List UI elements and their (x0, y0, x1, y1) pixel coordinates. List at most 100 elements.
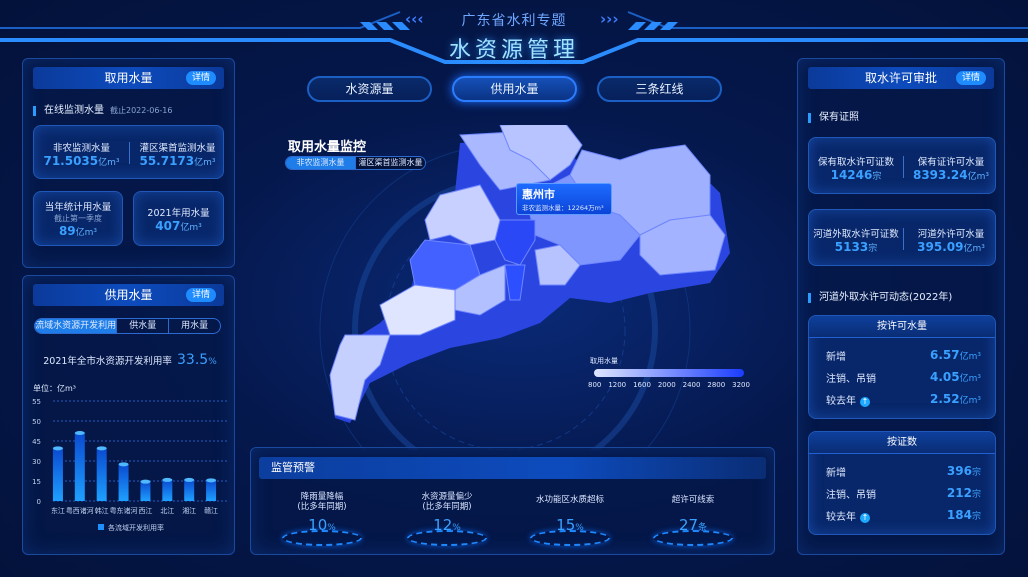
warning-item[interactable]: 降雨量降幅 (比多年同期) 10% (262, 492, 382, 546)
legend-tick: 2400 (682, 381, 701, 389)
bar[interactable] (206, 480, 217, 501)
water-intake-panel: 取用水量 详情 在线监测水量 截止2022-06-16 非农监测水量 71.5035亿… (22, 58, 235, 268)
map-region-zhanjiang (329, 334, 391, 421)
stat-label: 保有证许可水量 (917, 157, 985, 168)
as-of-date: 截止2022-06-16 (110, 106, 173, 115)
header-subtitle: 广东省水利专题 (461, 13, 567, 29)
warning-unit: % (327, 523, 336, 533)
stat-label: 2021年用水量 (147, 208, 210, 219)
bar[interactable] (118, 464, 129, 501)
row-label: 注销、吊销 (826, 373, 876, 385)
nav-supply-use[interactable]: 供用水量 (452, 76, 577, 102)
warning-value: 15 (556, 516, 576, 534)
bar[interactable] (52, 448, 63, 501)
bar[interactable] (140, 481, 151, 501)
warning-value: 27 (678, 516, 699, 534)
warning-title: 监管预警 (259, 457, 766, 479)
legend-label[interactable]: 各流域开发利用率 (108, 523, 164, 532)
nav-three-red-lines[interactable]: 三条红线 (597, 76, 722, 102)
tooltip-value: 非农监测水量：12264万m³ (522, 204, 604, 212)
x-tick-label: 粤西诸河 (66, 506, 94, 515)
divider (129, 142, 130, 164)
stat-unit: 亿m³ (963, 244, 985, 254)
warning-unit: % (575, 523, 584, 533)
bar[interactable] (162, 479, 173, 501)
legend-tick: 2800 (707, 381, 726, 389)
stat-row: 新增 6.57亿m³ (826, 344, 981, 366)
annual-stat-card: 当年统计用水量 截止第一季度 89亿m³ (33, 191, 123, 246)
map-title: 取用水量监控 (288, 140, 367, 155)
row-value: 6.57 (930, 348, 960, 362)
row-label: 注销、吊销 (826, 489, 876, 501)
row-unit: 宗 (971, 512, 981, 522)
legend-tick: 1600 (633, 381, 651, 389)
warning-item[interactable]: 水资源量偏少 (比多年同期) 12% (387, 492, 507, 546)
bar-cap (162, 477, 173, 482)
ring-decoration (282, 530, 362, 546)
warning-sublabel: (比多年同期) (422, 502, 472, 512)
row-label: 新增 (826, 467, 846, 479)
row-value: 212 (946, 486, 972, 500)
bar-cap (184, 477, 195, 482)
row-unit: 宗 (971, 468, 981, 478)
panel-title: 取用水量 (104, 71, 153, 85)
tab-irrigation[interactable]: 灌区渠首监测水量 (355, 157, 425, 169)
panel-header: 供用水量 详情 (33, 284, 224, 306)
map-legend-ticks: 800 1200 1600 2000 2400 2800 3200 (588, 381, 750, 389)
bar[interactable] (96, 448, 107, 501)
divider (903, 156, 904, 178)
stat-value: 8393.24 (912, 168, 968, 182)
guangdong-map[interactable] (320, 125, 760, 435)
row-unit: 亿m³ (959, 352, 981, 362)
y-tick-label: 15 (32, 478, 41, 486)
tab-water-use[interactable]: 用水量 (168, 319, 220, 333)
warning-sublabel: (比多年同期) (297, 502, 347, 512)
supply-use-panel: 供用水量 详情 流域水资源开发利用 供水量 用水量 2021年全市水资源开发利用率… (22, 275, 235, 555)
detail-button[interactable]: 详情 (955, 71, 986, 85)
stat-value: 407 (155, 219, 181, 233)
bar[interactable] (184, 479, 195, 501)
legend-tick: 3200 (732, 381, 750, 389)
y-tick-label: 30 (32, 458, 41, 466)
warning-item[interactable]: 水功能区水质超标 15% (510, 492, 630, 546)
x-tick-label: 东江 (51, 506, 65, 515)
rate-label: 2021年全市水资源开发利用率 (43, 356, 172, 367)
detail-button[interactable]: 详情 (185, 288, 216, 302)
tab-basin-utilization[interactable]: 流域水资源开发利用 (35, 319, 117, 333)
arrow-up-icon: ↑ (860, 396, 870, 407)
stat-label: 当年统计用水量 (44, 202, 112, 213)
chevron-left-icon: ‹‹‹ (405, 10, 424, 28)
section-label: 在线监测水量 (44, 105, 104, 116)
stat-value: 395.09 (917, 240, 964, 254)
monitoring-card: 非农监测水量 71.5035亿m³ 灌区渠首监测水量 55.7173亿m³ (33, 125, 224, 179)
warning-label: 水资源量偏少 (421, 492, 473, 502)
map-region-shaoguan (499, 125, 583, 181)
chevron-right-icon: ››› (600, 10, 619, 28)
row-label: 较去年 (826, 511, 856, 523)
panel-header: 取用水量 详情 (33, 67, 224, 89)
warning-label: 水功能区水质超标 (535, 495, 604, 505)
detail-button[interactable]: 详情 (185, 71, 216, 85)
section-online-monitoring: 在线监测水量 截止2022-06-16 (33, 106, 173, 116)
row-value: 396 (946, 464, 972, 478)
tab-non-agri[interactable]: 非农监测水量 (286, 157, 355, 169)
card-title: 按许可水量 (809, 316, 995, 338)
x-tick-label: 赣江 (204, 506, 218, 515)
by-volume-card: 按许可水量 新增 6.57亿m³ 注销、吊销 4.05亿m³ 较去年 ↑ 2.52亿m³ (808, 315, 996, 419)
map-legend-title: 取用水量 (590, 357, 618, 365)
bar[interactable] (74, 433, 85, 501)
nav-water-resources[interactable]: 水资源量 (307, 76, 432, 102)
row-label: 新增 (826, 351, 846, 363)
bar-cap (140, 479, 151, 484)
permit-approval-panel: 取水许可审批 详情 保有证照 保有取水许可证数 14246宗 保有证许可水量 8393… (797, 58, 1005, 555)
row-value: 4.05 (930, 370, 960, 384)
utilization-rate: 2021年全市水资源开发利用率 33.5% (35, 349, 225, 368)
rate-unit: % (208, 357, 217, 367)
stat-value: 89 (58, 224, 76, 238)
warning-item[interactable]: 超许可线索 27条 (633, 492, 753, 546)
tab-water-supply[interactable]: 供水量 (116, 319, 168, 333)
map-legend-gradient[interactable] (594, 369, 744, 377)
stat-label: 非农监测水量 (52, 143, 110, 154)
legend-tick: 2000 (657, 381, 676, 389)
